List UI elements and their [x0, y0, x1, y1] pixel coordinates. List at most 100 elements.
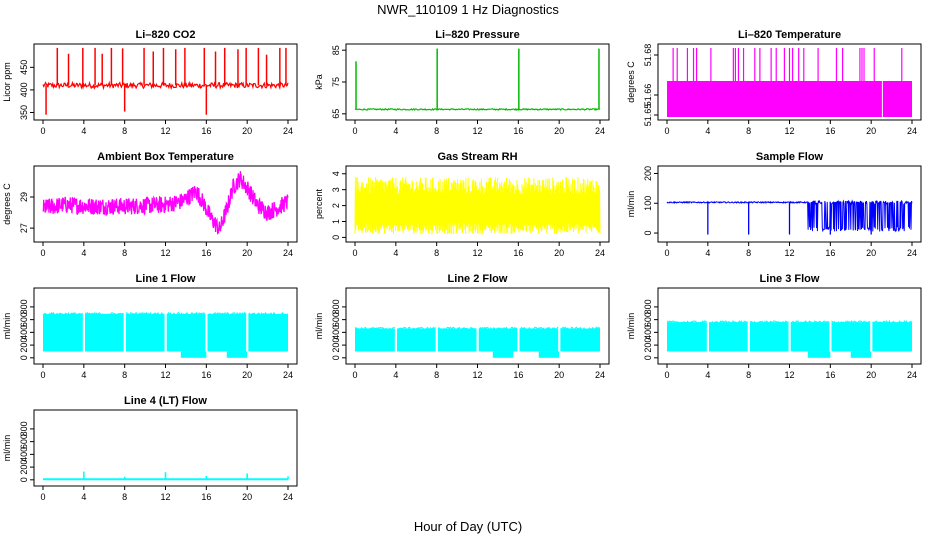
chart-panel-6: Sample Flow ml/min 0 4 8 12 16 20 24 0 100 200 [626, 151, 922, 258]
y-tick-label: 400 [19, 447, 29, 462]
x-tick-label: 4 [705, 370, 710, 380]
y-tick-label: 200 [19, 460, 29, 475]
chart-panel-1: Li–820 CO2 Licor ppm 0 4 8 12 16 20 24 350 400 450 [2, 29, 298, 136]
flow-gap-2 [123, 311, 126, 352]
panel-title: Li–820 CO2 [136, 29, 196, 41]
x-tick-label: 4 [81, 370, 86, 380]
x-tick-label: 12 [784, 126, 794, 136]
x-tick-label: 4 [393, 370, 398, 380]
flow-gap-1 [82, 311, 86, 352]
x-tick-label: 16 [201, 492, 211, 502]
x-tick-label: 20 [866, 126, 876, 136]
y-tick-label: 800 [19, 299, 29, 314]
x-tick-label: 4 [393, 248, 398, 258]
y-tick-label: 4 [331, 171, 341, 176]
x-tick-label: 16 [513, 248, 523, 258]
ambient-temperature-line [42, 171, 289, 235]
data-layer [43, 471, 289, 481]
panel-title: Line 1 Flow [136, 273, 196, 285]
y-tick-label: 0 [19, 355, 29, 360]
flow-gap-4 [205, 311, 208, 352]
x-tick-label: 16 [201, 248, 211, 258]
x-tick-label: 12 [472, 370, 482, 380]
y-tick-label: 51.65 [643, 104, 653, 127]
y-tick-label: 800 [331, 299, 341, 314]
x-tick-label: 4 [393, 126, 398, 136]
x-tick-label: 20 [554, 248, 564, 258]
x-tick-label: 20 [554, 370, 564, 380]
x-tick-label: 0 [664, 370, 669, 380]
x-tick-label: 0 [352, 370, 357, 380]
y-tick-label: 400 [19, 325, 29, 340]
flow-gap-3 [164, 311, 167, 352]
x-tick-label: 24 [595, 126, 605, 136]
x-tick-label: 16 [513, 370, 523, 380]
panel-title: Gas Stream RH [437, 151, 517, 163]
flow-gap-1 [394, 326, 398, 352]
flow-gap-4 [517, 326, 520, 352]
panel-ylabel: ml/min [2, 435, 12, 462]
x-tick-label: 8 [434, 248, 439, 258]
x-tick-label: 12 [472, 248, 482, 258]
data-layer [354, 326, 601, 358]
flow-gap-1 [706, 320, 710, 352]
x-tick-label: 24 [907, 370, 917, 380]
y-tick-label: 200 [643, 166, 653, 181]
flow-gap-5 [870, 320, 873, 352]
x-tick-label: 24 [907, 126, 917, 136]
series-line [42, 80, 289, 91]
panel-ylabel: ml/min [626, 313, 636, 340]
flow-dip-1 [807, 351, 831, 358]
flow-dip-2 [538, 351, 560, 358]
axes-box [33, 43, 298, 121]
panel-ylabel: ml/min [2, 313, 12, 340]
data-layer [42, 171, 289, 235]
flow-dip-2 [226, 351, 248, 358]
flow-gap-2 [435, 326, 438, 352]
panel-ylabel: Licor ppm [2, 62, 12, 102]
panel-ylabel: degrees C [2, 183, 12, 225]
x-tick-label: 12 [784, 370, 794, 380]
x-tick-label: 20 [242, 370, 252, 380]
x-tick-label: 0 [40, 492, 45, 502]
y-tick-label: 200 [331, 338, 341, 353]
x-tick-label: 4 [81, 126, 86, 136]
x-tick-label: 0 [40, 370, 45, 380]
figure-title: NWR_110109 1 Hz Diagnostics [377, 2, 559, 17]
data-layer [354, 48, 601, 112]
y-tick-label: 600 [19, 312, 29, 327]
x-tick-label: 0 [40, 248, 45, 258]
x-tick-label: 12 [160, 248, 170, 258]
flow-dip-1 [180, 351, 207, 358]
chart-panel-7: Line 1 Flow ml/min 0 4 8 12 16 20 24 0 20040060080… [2, 273, 298, 380]
x-tick-label: 8 [122, 248, 127, 258]
panel-title: Line 2 Flow [448, 273, 508, 285]
chart-panel-2: Li–820 Pressure kPa 0 4 8 12 16 20 24 65 75 85 [314, 29, 610, 136]
axes-box [345, 287, 610, 365]
x-tick-label: 12 [160, 370, 170, 380]
y-tick-label: 1 [331, 219, 341, 224]
data-layer [354, 176, 601, 235]
y-tick-label: 29 [19, 192, 29, 202]
panel-title: Ambient Box Temperature [97, 151, 234, 163]
y-tick-label: 200 [19, 338, 29, 353]
panel-ylabel: kPa [314, 74, 324, 90]
y-tick-label: 400 [331, 325, 341, 340]
flow-gap-3 [788, 320, 791, 352]
x-tick-label: 8 [746, 126, 751, 136]
x-tick-label: 12 [472, 126, 482, 136]
data-layer [42, 311, 289, 358]
x-tick-label: 8 [122, 492, 127, 502]
y-tick-label: 100 [643, 196, 653, 211]
x-tick-label: 20 [866, 248, 876, 258]
y-tick-label: 450 [19, 60, 29, 75]
flow-dip-1 [492, 351, 514, 358]
y-tick-label: 85 [331, 45, 341, 55]
y-tick-label: 800 [643, 299, 653, 314]
data-layer [42, 47, 289, 115]
x-tick-label: 12 [784, 248, 794, 258]
x-tick-label: 0 [664, 126, 669, 136]
panel-ylabel: ml/min [626, 191, 636, 218]
rh-line [354, 176, 601, 235]
panel-title: Sample Flow [756, 151, 824, 163]
